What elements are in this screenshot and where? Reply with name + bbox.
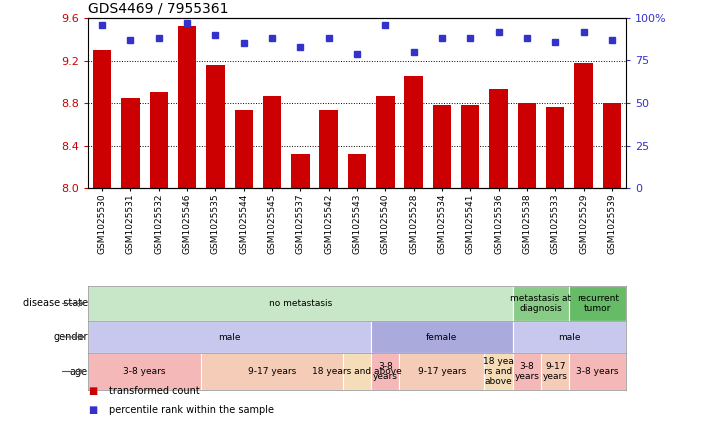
Text: male: male xyxy=(558,332,581,341)
Bar xyxy=(235,110,253,188)
Text: female: female xyxy=(427,332,458,341)
Bar xyxy=(400,353,484,390)
Bar xyxy=(343,353,371,390)
Text: 3-8
years: 3-8 years xyxy=(515,362,540,381)
Text: transformed count: transformed count xyxy=(109,386,200,396)
Text: 9-17
years: 9-17 years xyxy=(542,362,567,381)
Bar xyxy=(178,27,196,188)
Bar xyxy=(122,98,139,188)
Bar xyxy=(513,286,570,321)
Text: ■: ■ xyxy=(88,386,97,396)
Bar xyxy=(88,286,513,321)
Bar xyxy=(292,154,309,188)
Text: metastasis at
diagnosis: metastasis at diagnosis xyxy=(510,294,572,313)
Bar xyxy=(93,50,112,188)
Text: 18 yea
rs and
above: 18 yea rs and above xyxy=(483,357,514,386)
Bar xyxy=(461,105,479,188)
Text: disease state: disease state xyxy=(23,299,88,308)
Bar xyxy=(263,96,282,188)
Text: 18 years and above: 18 years and above xyxy=(312,367,402,376)
Text: 3-8
years: 3-8 years xyxy=(373,362,397,381)
Bar xyxy=(513,353,541,390)
Bar xyxy=(371,321,513,353)
Bar xyxy=(541,353,570,390)
Bar xyxy=(405,77,423,188)
Bar xyxy=(574,63,593,188)
Text: age: age xyxy=(70,366,88,376)
Text: gender: gender xyxy=(53,332,88,342)
Bar xyxy=(149,92,168,188)
Bar xyxy=(489,89,508,188)
Bar xyxy=(546,107,565,188)
Text: 3-8 years: 3-8 years xyxy=(124,367,166,376)
Text: GDS4469 / 7955361: GDS4469 / 7955361 xyxy=(88,1,228,16)
Bar xyxy=(88,321,371,353)
Text: ■: ■ xyxy=(88,405,97,415)
Text: 9-17 years: 9-17 years xyxy=(248,367,296,376)
Bar xyxy=(518,103,536,188)
Bar xyxy=(348,154,366,188)
Bar xyxy=(513,321,626,353)
Bar xyxy=(433,105,451,188)
Bar xyxy=(88,353,201,390)
Bar xyxy=(570,286,626,321)
Text: 9-17 years: 9-17 years xyxy=(418,367,466,376)
Text: 3-8 years: 3-8 years xyxy=(577,367,619,376)
Bar xyxy=(206,65,225,188)
Text: no metastasis: no metastasis xyxy=(269,299,332,308)
Text: recurrent
tumor: recurrent tumor xyxy=(577,294,619,313)
Bar xyxy=(319,110,338,188)
Bar xyxy=(603,103,621,188)
Bar xyxy=(376,96,395,188)
Bar xyxy=(201,353,343,390)
Bar xyxy=(570,353,626,390)
Bar xyxy=(484,353,513,390)
Bar xyxy=(371,353,400,390)
Text: male: male xyxy=(218,332,241,341)
Text: percentile rank within the sample: percentile rank within the sample xyxy=(109,405,274,415)
